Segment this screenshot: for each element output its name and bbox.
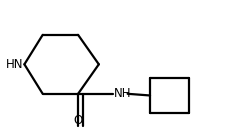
Text: O: O bbox=[73, 114, 83, 127]
Text: NH: NH bbox=[114, 87, 132, 100]
Text: HN: HN bbox=[6, 58, 23, 71]
